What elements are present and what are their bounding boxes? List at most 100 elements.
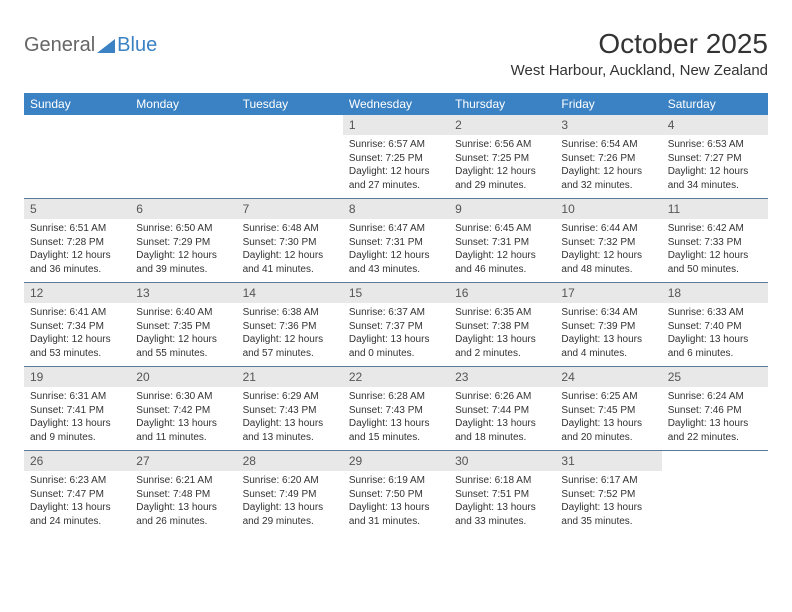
day-number <box>24 115 130 135</box>
sunrise-line: Sunrise: 6:44 AM <box>561 222 655 236</box>
calendar-row: 12Sunrise: 6:41 AMSunset: 7:34 PMDayligh… <box>24 283 768 367</box>
sunset-line: Sunset: 7:45 PM <box>561 404 655 418</box>
sunrise-line: Sunrise: 6:28 AM <box>349 390 443 404</box>
calendar-cell: 25Sunrise: 6:24 AMSunset: 7:46 PMDayligh… <box>662 367 768 451</box>
calendar-cell <box>24 115 130 199</box>
sunrise-line: Sunrise: 6:57 AM <box>349 138 443 152</box>
sunset-line: Sunset: 7:43 PM <box>243 404 337 418</box>
sunset-line: Sunset: 7:43 PM <box>349 404 443 418</box>
day-details: Sunrise: 6:28 AMSunset: 7:43 PMDaylight:… <box>343 387 449 450</box>
sunset-line: Sunset: 7:33 PM <box>668 236 762 250</box>
day-details: Sunrise: 6:56 AMSunset: 7:25 PMDaylight:… <box>449 135 555 198</box>
month-title: October 2025 <box>511 28 768 60</box>
day-details <box>237 135 343 193</box>
day-details: Sunrise: 6:54 AMSunset: 7:26 PMDaylight:… <box>555 135 661 198</box>
day-number: 14 <box>237 283 343 303</box>
day-number: 18 <box>662 283 768 303</box>
day-details: Sunrise: 6:35 AMSunset: 7:38 PMDaylight:… <box>449 303 555 366</box>
sunrise-line: Sunrise: 6:37 AM <box>349 306 443 320</box>
calendar-cell <box>130 115 236 199</box>
day-number: 8 <box>343 199 449 219</box>
day-number: 30 <box>449 451 555 471</box>
daylight-line: Daylight: 12 hours and 36 minutes. <box>30 249 124 276</box>
sunset-line: Sunset: 7:38 PM <box>455 320 549 334</box>
day-number: 29 <box>343 451 449 471</box>
day-number: 27 <box>130 451 236 471</box>
sunset-line: Sunset: 7:25 PM <box>455 152 549 166</box>
calendar-cell: 14Sunrise: 6:38 AMSunset: 7:36 PMDayligh… <box>237 283 343 367</box>
day-number: 21 <box>237 367 343 387</box>
day-number: 24 <box>555 367 661 387</box>
daylight-line: Daylight: 13 hours and 33 minutes. <box>455 501 549 528</box>
day-details: Sunrise: 6:26 AMSunset: 7:44 PMDaylight:… <box>449 387 555 450</box>
daylight-line: Daylight: 13 hours and 18 minutes. <box>455 417 549 444</box>
sunrise-line: Sunrise: 6:23 AM <box>30 474 124 488</box>
day-header: Friday <box>555 93 661 115</box>
day-details: Sunrise: 6:30 AMSunset: 7:42 PMDaylight:… <box>130 387 236 450</box>
day-number: 13 <box>130 283 236 303</box>
day-details: Sunrise: 6:42 AMSunset: 7:33 PMDaylight:… <box>662 219 768 282</box>
sunrise-line: Sunrise: 6:42 AM <box>668 222 762 236</box>
calendar-cell: 28Sunrise: 6:20 AMSunset: 7:49 PMDayligh… <box>237 451 343 535</box>
day-header: Saturday <box>662 93 768 115</box>
daylight-line: Daylight: 12 hours and 57 minutes. <box>243 333 337 360</box>
daylight-line: Daylight: 13 hours and 20 minutes. <box>561 417 655 444</box>
day-number: 12 <box>24 283 130 303</box>
day-details: Sunrise: 6:17 AMSunset: 7:52 PMDaylight:… <box>555 471 661 534</box>
day-number: 7 <box>237 199 343 219</box>
day-details: Sunrise: 6:38 AMSunset: 7:36 PMDaylight:… <box>237 303 343 366</box>
day-number: 11 <box>662 199 768 219</box>
day-number: 10 <box>555 199 661 219</box>
daylight-line: Daylight: 12 hours and 39 minutes. <box>136 249 230 276</box>
sunset-line: Sunset: 7:37 PM <box>349 320 443 334</box>
daylight-line: Daylight: 13 hours and 31 minutes. <box>349 501 443 528</box>
sunrise-line: Sunrise: 6:38 AM <box>243 306 337 320</box>
logo: General Blue <box>24 34 157 57</box>
calendar-cell: 21Sunrise: 6:29 AMSunset: 7:43 PMDayligh… <box>237 367 343 451</box>
sunset-line: Sunset: 7:32 PM <box>561 236 655 250</box>
sunrise-line: Sunrise: 6:53 AM <box>668 138 762 152</box>
sunrise-line: Sunrise: 6:20 AM <box>243 474 337 488</box>
daylight-line: Daylight: 12 hours and 46 minutes. <box>455 249 549 276</box>
sunset-line: Sunset: 7:29 PM <box>136 236 230 250</box>
sunset-line: Sunset: 7:36 PM <box>243 320 337 334</box>
sunrise-line: Sunrise: 6:18 AM <box>455 474 549 488</box>
sunset-line: Sunset: 7:42 PM <box>136 404 230 418</box>
location: West Harbour, Auckland, New Zealand <box>511 62 768 79</box>
daylight-line: Daylight: 12 hours and 32 minutes. <box>561 165 655 192</box>
day-number: 17 <box>555 283 661 303</box>
day-details: Sunrise: 6:48 AMSunset: 7:30 PMDaylight:… <box>237 219 343 282</box>
day-details: Sunrise: 6:37 AMSunset: 7:37 PMDaylight:… <box>343 303 449 366</box>
sunset-line: Sunset: 7:35 PM <box>136 320 230 334</box>
calendar-cell: 19Sunrise: 6:31 AMSunset: 7:41 PMDayligh… <box>24 367 130 451</box>
sunrise-line: Sunrise: 6:48 AM <box>243 222 337 236</box>
calendar-cell: 3Sunrise: 6:54 AMSunset: 7:26 PMDaylight… <box>555 115 661 199</box>
header: General Blue October 2025 West Harbour, … <box>24 28 768 87</box>
day-details: Sunrise: 6:25 AMSunset: 7:45 PMDaylight:… <box>555 387 661 450</box>
sunrise-line: Sunrise: 6:29 AM <box>243 390 337 404</box>
day-details: Sunrise: 6:18 AMSunset: 7:51 PMDaylight:… <box>449 471 555 534</box>
calendar-row: 1 Sunrise: 6:57 AM Sunset: 7:25 PM Daylight… <box>24 115 768 199</box>
sunset-line: Sunset: 7:51 PM <box>455 488 549 502</box>
day-number: 1 <box>343 115 449 135</box>
day-details: Sunrise: 6:50 AMSunset: 7:29 PMDaylight:… <box>130 219 236 282</box>
calendar-cell: 18Sunrise: 6:33 AMSunset: 7:40 PMDayligh… <box>662 283 768 367</box>
day-number: 15 <box>343 283 449 303</box>
day-details: Sunrise: 6:44 AMSunset: 7:32 PMDaylight:… <box>555 219 661 282</box>
day-details: Sunrise: 6:31 AMSunset: 7:41 PMDaylight:… <box>24 387 130 450</box>
day-number: 22 <box>343 367 449 387</box>
daylight-line: Daylight: 13 hours and 11 minutes. <box>136 417 230 444</box>
day-details: Sunrise: 6:40 AMSunset: 7:35 PMDaylight:… <box>130 303 236 366</box>
day-number <box>237 115 343 135</box>
day-details: Sunrise: 6:19 AMSunset: 7:50 PMDaylight:… <box>343 471 449 534</box>
calendar-cell: 20Sunrise: 6:30 AMSunset: 7:42 PMDayligh… <box>130 367 236 451</box>
calendar-cell: 27Sunrise: 6:21 AMSunset: 7:48 PMDayligh… <box>130 451 236 535</box>
calendar-cell: 23Sunrise: 6:26 AMSunset: 7:44 PMDayligh… <box>449 367 555 451</box>
sunset-line: Sunset: 7:50 PM <box>349 488 443 502</box>
day-header: Sunday <box>24 93 130 115</box>
sunrise-line: Sunrise: 6:56 AM <box>455 138 549 152</box>
sunrise-line: Sunrise: 6:30 AM <box>136 390 230 404</box>
day-number: 25 <box>662 367 768 387</box>
daylight-line: Daylight: 13 hours and 9 minutes. <box>30 417 124 444</box>
sunrise-line: Sunrise: 6:21 AM <box>136 474 230 488</box>
